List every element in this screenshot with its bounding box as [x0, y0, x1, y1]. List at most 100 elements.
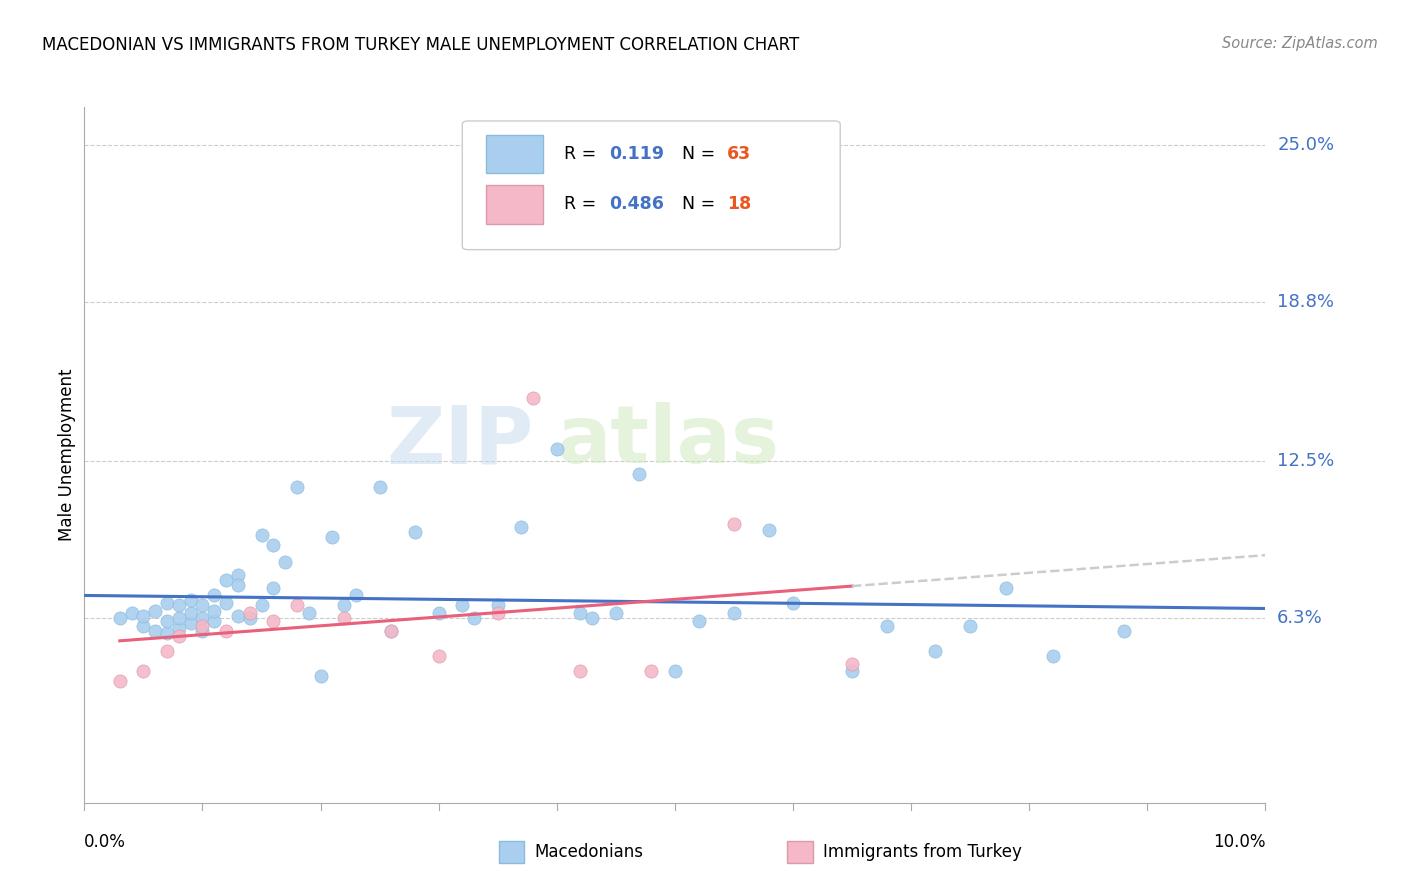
Point	[108, 611, 131, 625]
Point	[309, 669, 332, 683]
Point	[451, 599, 474, 613]
FancyBboxPatch shape	[486, 135, 543, 173]
Point	[628, 467, 651, 481]
Point	[274, 556, 297, 570]
Point	[1042, 648, 1064, 663]
Point	[285, 599, 308, 613]
Point	[191, 599, 214, 613]
Point	[167, 621, 190, 635]
Point	[605, 606, 627, 620]
Point	[1112, 624, 1135, 638]
Point	[333, 599, 356, 613]
FancyBboxPatch shape	[486, 186, 543, 224]
Point	[167, 599, 190, 613]
Text: atlas: atlas	[557, 402, 780, 480]
Point	[156, 626, 179, 640]
Point	[664, 665, 686, 679]
Point	[640, 665, 662, 679]
Text: R =: R =	[564, 145, 602, 162]
Point	[841, 657, 863, 671]
Text: 18.8%: 18.8%	[1277, 293, 1334, 310]
Point	[569, 606, 592, 620]
Point	[226, 568, 249, 582]
Point	[688, 614, 710, 628]
FancyBboxPatch shape	[787, 840, 813, 863]
Point	[156, 644, 179, 658]
Point	[143, 624, 166, 638]
Point	[841, 665, 863, 679]
Point	[226, 578, 249, 592]
Text: 63: 63	[727, 145, 751, 162]
Point	[262, 581, 284, 595]
Point	[522, 391, 544, 405]
Point	[215, 596, 238, 610]
Text: 0.119: 0.119	[609, 145, 664, 162]
Point	[132, 665, 155, 679]
Point	[215, 624, 238, 638]
Point	[321, 530, 343, 544]
Point	[581, 611, 603, 625]
Point	[226, 608, 249, 623]
Point	[298, 606, 321, 620]
Point	[132, 618, 155, 632]
Text: 6.3%: 6.3%	[1277, 609, 1323, 627]
Point	[510, 520, 533, 534]
Point	[546, 442, 568, 456]
Point	[202, 603, 225, 617]
Point	[191, 611, 214, 625]
FancyBboxPatch shape	[463, 121, 841, 250]
Text: N =: N =	[682, 145, 721, 162]
Point	[215, 573, 238, 587]
Point	[108, 674, 131, 689]
Point	[262, 614, 284, 628]
Y-axis label: Male Unemployment: Male Unemployment	[58, 368, 76, 541]
Point	[121, 606, 143, 620]
Point	[191, 618, 214, 632]
Text: 25.0%: 25.0%	[1277, 136, 1334, 154]
Point	[191, 624, 214, 638]
Point	[156, 596, 179, 610]
Text: 0.486: 0.486	[609, 195, 664, 213]
Text: Immigrants from Turkey: Immigrants from Turkey	[823, 843, 1021, 861]
Point	[486, 606, 509, 620]
Point	[239, 606, 262, 620]
Point	[782, 596, 804, 610]
Text: 12.5%: 12.5%	[1277, 452, 1334, 470]
Point	[959, 618, 981, 632]
Point	[250, 599, 273, 613]
Point	[758, 523, 780, 537]
Point	[994, 581, 1017, 595]
Text: ZIP: ZIP	[385, 402, 533, 480]
Point	[239, 611, 262, 625]
Point	[486, 599, 509, 613]
Point	[156, 614, 179, 628]
FancyBboxPatch shape	[499, 840, 524, 863]
Point	[924, 644, 946, 658]
Point	[876, 618, 898, 632]
Point	[723, 606, 745, 620]
Point	[427, 606, 450, 620]
Point	[143, 603, 166, 617]
Point	[380, 624, 402, 638]
Text: R =: R =	[564, 195, 602, 213]
Point	[132, 608, 155, 623]
Text: 10.0%: 10.0%	[1213, 833, 1265, 851]
Point	[344, 588, 367, 602]
Point	[380, 624, 402, 638]
Point	[180, 616, 202, 631]
Point	[569, 665, 592, 679]
Point	[463, 611, 485, 625]
Point	[180, 606, 202, 620]
Point	[723, 517, 745, 532]
Point	[250, 527, 273, 541]
Text: 18: 18	[727, 195, 751, 213]
Point	[285, 479, 308, 493]
Point	[202, 614, 225, 628]
Text: 0.0%: 0.0%	[84, 833, 127, 851]
Point	[202, 588, 225, 602]
Point	[167, 611, 190, 625]
Point	[180, 593, 202, 607]
Point	[167, 629, 190, 643]
Text: Macedonians: Macedonians	[534, 843, 644, 861]
Text: Source: ZipAtlas.com: Source: ZipAtlas.com	[1222, 36, 1378, 51]
